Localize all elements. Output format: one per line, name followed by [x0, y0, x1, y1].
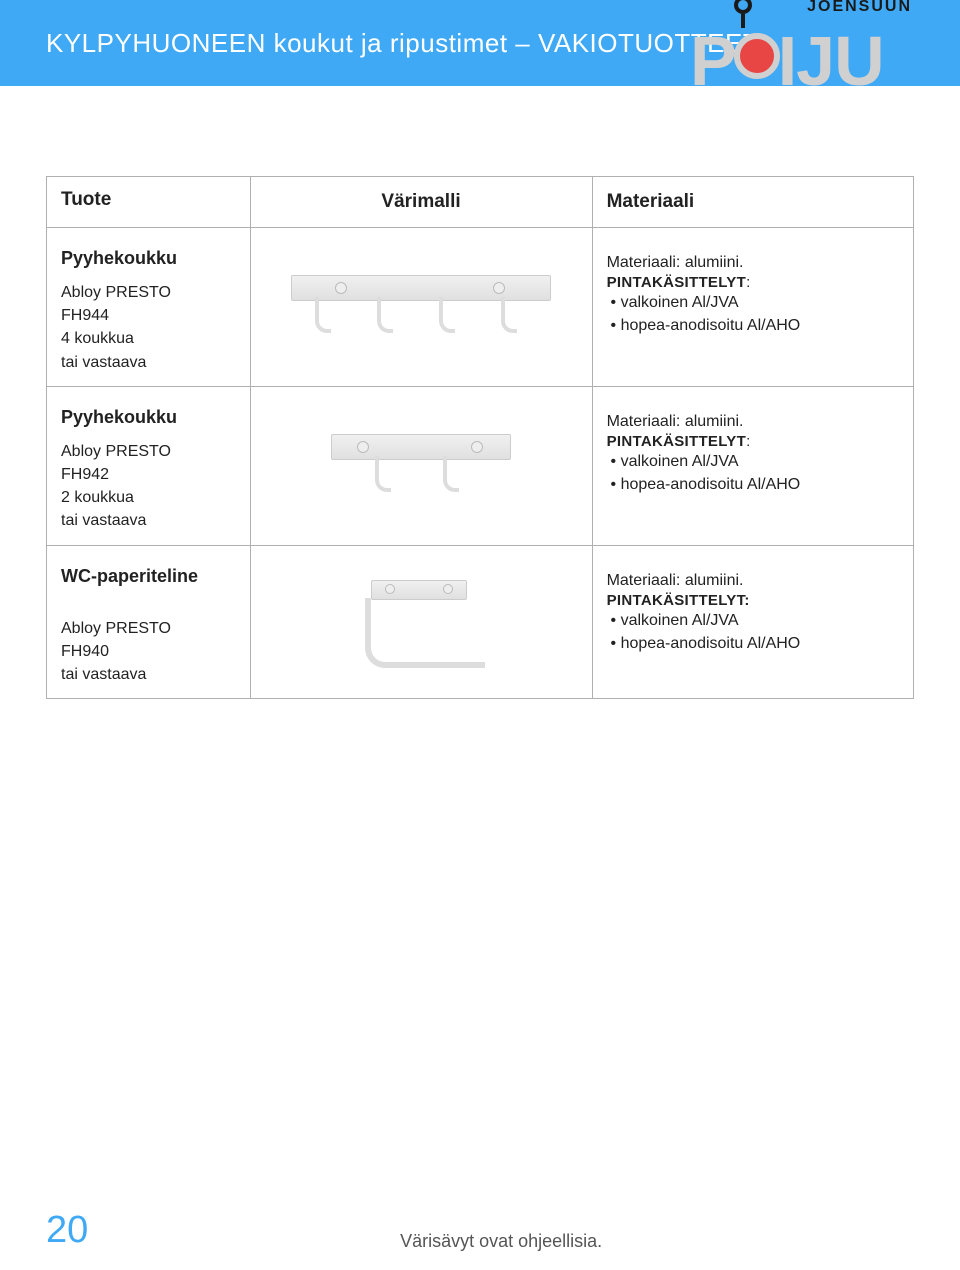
product-title: Pyyhekoukku [61, 407, 236, 428]
cell-illustration [251, 546, 593, 699]
table-row: WC-paperiteline Abloy PRESTO FH940 tai v… [47, 546, 913, 699]
product-line: Abloy PRESTO [61, 281, 236, 304]
col-header-product: Tuote [47, 177, 251, 227]
table-row: Pyyhekoukku Abloy PRESTO FH944 4 koukkua… [47, 228, 913, 387]
cell-product: Pyyhekoukku Abloy PRESTO FH942 2 koukkua… [47, 387, 251, 545]
hooks-2-icon [331, 426, 511, 506]
logo-wordmark: P IJU [690, 31, 884, 91]
logo-letter-rest: IJU [778, 31, 884, 91]
finish-item: hopea-anodisoitu Al/AHO [621, 314, 899, 337]
finish-label: PINTAKÄSITTELYT: [607, 274, 899, 291]
page-title: KYLPYHUONEEN koukut ja ripustimet – VAKI… [46, 28, 759, 59]
product-line: Abloy PRESTO [61, 440, 236, 463]
product-line: FH944 [61, 304, 236, 327]
finish-item: valkoinen Al/JVA [621, 291, 899, 314]
product-lines: Abloy PRESTO FH942 2 koukkua tai vastaav… [61, 440, 236, 533]
finish-item: valkoinen Al/JVA [621, 609, 899, 632]
finish-item: hopea-anodisoitu Al/AHO [621, 632, 899, 655]
logo-red-o-icon [734, 33, 780, 79]
finish-list: valkoinen Al/JVA hopea-anodisoitu Al/AHO [607, 291, 899, 337]
header-bar: KYLPYHUONEEN koukut ja ripustimet – VAKI… [0, 0, 960, 86]
cell-material: Materiaali: alumiini. PINTAKÄSITTELYT: v… [593, 228, 913, 386]
product-line: FH942 [61, 463, 236, 486]
finish-label: PINTAKÄSITTELYT: [607, 592, 899, 609]
material-text: Materiaali: alumiini. [607, 254, 899, 272]
cell-product: WC-paperiteline Abloy PRESTO FH940 tai v… [47, 546, 251, 699]
table-row: Pyyhekoukku Abloy PRESTO FH942 2 koukkua… [47, 387, 913, 546]
cell-illustration [251, 228, 593, 386]
pin-icon [734, 0, 752, 14]
product-line: FH940 [61, 640, 236, 663]
col-header-material: Materiaali [593, 177, 913, 227]
product-line: tai vastaava [61, 663, 236, 686]
product-title: Pyyhekoukku [61, 248, 236, 269]
table-header-row: Tuote Värimalli Materiaali [47, 177, 913, 228]
finish-item: valkoinen Al/JVA [621, 450, 899, 473]
product-line: Abloy PRESTO [61, 617, 236, 640]
brand-logo: JOENSUUN P IJU [690, 0, 920, 91]
material-text: Materiaali: alumiini. [607, 572, 899, 590]
toilet-paper-holder-icon [331, 562, 511, 682]
cell-illustration [251, 387, 593, 545]
cell-material: Materiaali: alumiini. PINTAKÄSITTELYT: v… [593, 387, 913, 545]
hooks-4-icon [291, 267, 551, 347]
col-header-colormodel: Värimalli [251, 177, 593, 227]
finish-item: hopea-anodisoitu Al/AHO [621, 473, 899, 496]
product-line: 4 koukkua [61, 327, 236, 350]
footer-note: Värisävyt ovat ohjeellisia. [88, 1231, 914, 1252]
logo-city-text: JOENSUUN [807, 0, 912, 16]
product-title: WC-paperiteline [61, 566, 236, 587]
product-line: tai vastaava [61, 509, 236, 532]
finish-list: valkoinen Al/JVA hopea-anodisoitu Al/AHO [607, 609, 899, 655]
page-number: 20 [46, 1209, 88, 1252]
product-lines: Abloy PRESTO FH940 tai vastaava [61, 617, 236, 687]
finish-list: valkoinen Al/JVA hopea-anodisoitu Al/AHO [607, 450, 899, 496]
cell-product: Pyyhekoukku Abloy PRESTO FH944 4 koukkua… [47, 228, 251, 386]
product-lines: Abloy PRESTO FH944 4 koukkua tai vastaav… [61, 281, 236, 374]
logo-letter-p: P [690, 31, 736, 91]
cell-material: Materiaali: alumiini. PINTAKÄSITTELYT: v… [593, 546, 913, 699]
material-text: Materiaali: alumiini. [607, 413, 899, 431]
product-line: 2 koukkua [61, 486, 236, 509]
product-line: tai vastaava [61, 351, 236, 374]
finish-label: PINTAKÄSITTELYT: [607, 433, 899, 450]
page-footer: 20 Värisävyt ovat ohjeellisia. [0, 1209, 960, 1252]
content-area: Tuote Värimalli Materiaali Pyyhekoukku A… [0, 86, 960, 699]
product-table: Tuote Värimalli Materiaali Pyyhekoukku A… [46, 176, 914, 699]
